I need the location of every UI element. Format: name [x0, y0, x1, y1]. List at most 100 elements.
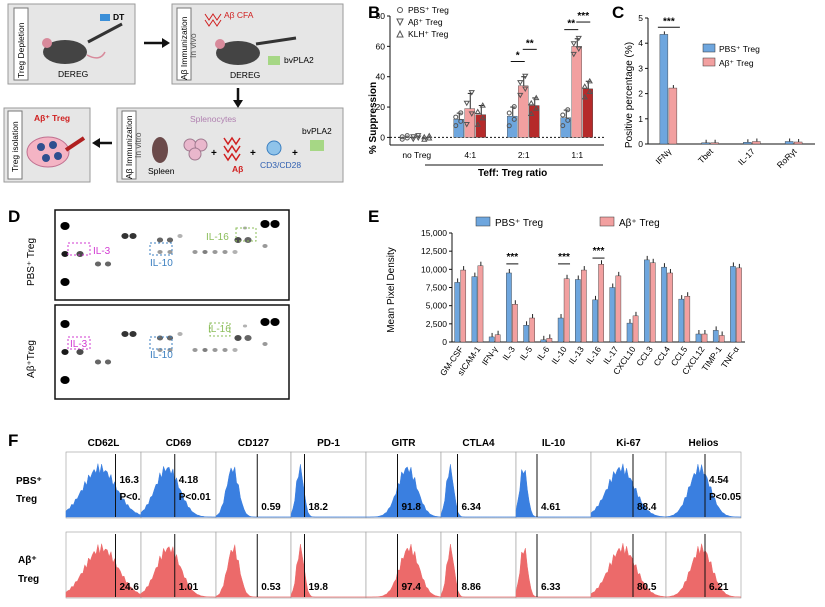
panel-b-point [533, 94, 540, 101]
flow-histogram-pbs [515, 468, 591, 518]
panel-e-bar [488, 336, 495, 343]
blot-spot [129, 233, 137, 239]
box2-bvpla2: bvPLA2 [284, 55, 314, 65]
flow-row1-label-a: PBS⁺ [16, 476, 42, 487]
flow-value-ab: 97.4 [402, 582, 422, 593]
blot-spot [177, 332, 183, 336]
box3-cd3: CD3/CD28 [260, 160, 301, 170]
panel-e-category-label: CCL3 [634, 344, 655, 368]
panel-c-bar [701, 142, 710, 145]
mouse-icon-2 [216, 41, 260, 65]
bvpla2-square-icon [268, 56, 280, 65]
cell-nucleus-icon [42, 154, 50, 162]
il3-label-pbs: IL-3 [93, 246, 111, 257]
flow-histogram-ab [215, 544, 291, 598]
cell-cluster-icon [26, 136, 70, 168]
panel-b-point [511, 116, 517, 122]
panel-b-bar [571, 46, 582, 138]
blot-spot [104, 359, 112, 365]
blot-spot [270, 220, 280, 228]
panel-e-bar [626, 322, 633, 343]
panel-e-category-label: IL-3 [500, 344, 517, 362]
blot-spot [260, 318, 270, 326]
blot-spot [192, 250, 198, 254]
spleen-icon [152, 137, 168, 163]
cell-nucleus-icon [54, 152, 62, 160]
panel-b-point [586, 88, 593, 95]
panel-c-ytick-label: 4 [638, 38, 643, 48]
panel-b-significance: ** [526, 38, 534, 49]
blot-spot [202, 348, 208, 352]
flow-marker-title: PD-1 [317, 438, 340, 449]
panel-e-ytick-label: 5,000 [426, 301, 448, 311]
flow-value-ab: 8.86 [462, 582, 482, 593]
panel-b: B % Suppression Teff: Treg ratio PBS⁺ Tr… [368, 3, 604, 179]
blot-spot [222, 250, 228, 254]
blot-spot [76, 349, 84, 355]
arrow-down-head-icon [233, 100, 243, 108]
flow-marker-title: CD69 [166, 438, 192, 449]
panel-c-ytick-label: 3 [638, 63, 643, 73]
box4-title: Aβ⁺ Treg [34, 113, 70, 123]
flow-histogram-pbs [366, 466, 442, 518]
panel-c-bar [710, 142, 719, 145]
panel-b-point [528, 110, 535, 117]
panel-f-letter: F [8, 431, 18, 450]
panel-e-category-label: IL-5 [518, 344, 535, 362]
panel-e-bar [736, 267, 742, 343]
panel-e-bar [460, 269, 467, 343]
panel-e-category-label: TNF-α [719, 344, 741, 370]
flow-histogram-pbs [590, 463, 667, 518]
panel-b-point [517, 80, 524, 86]
blot-spot [262, 342, 268, 346]
panel-e-bar [471, 276, 478, 343]
panel-e-bar [477, 265, 484, 343]
flow-marker-title: CTLA4 [462, 438, 495, 449]
panel-e-bar [575, 279, 581, 343]
blot-spot [244, 335, 252, 341]
panel-b-point [421, 133, 428, 140]
blot-spot [167, 250, 173, 254]
panel-b-legend-label: Aβ⁺ Treg [408, 17, 443, 27]
panel-e-legend-swatch [475, 216, 491, 227]
panel-e-bar [644, 259, 650, 343]
abeta-fibril-icon-2 [223, 136, 241, 162]
panel-b-point [522, 73, 529, 80]
panel-b-point [415, 135, 422, 142]
flow-histogram-pbs [140, 466, 216, 518]
blot-spot [177, 234, 183, 238]
flow-pvalue-pbs: P<0.05 [709, 492, 741, 503]
panel-e-bar [506, 272, 512, 343]
blot-spot [156, 237, 164, 243]
blot-spot [242, 324, 248, 328]
flow-row2-label-b: Treg [18, 574, 39, 585]
blot-spot [212, 348, 218, 352]
panel-b-point [565, 107, 571, 113]
flow-value-ab: 24.6 [120, 582, 140, 593]
panel-d: D PBS⁺ Treg Aβ⁺Treg IL-3 IL-10 IL-16 IL-… [8, 207, 290, 400]
pipette-icon [64, 136, 86, 152]
blot-spot [157, 250, 163, 254]
blot-spot [61, 349, 69, 355]
flow-value-ab: 0.53 [261, 582, 281, 593]
panel-c-significance: *** [663, 16, 675, 27]
blot-spot [262, 244, 268, 248]
panel-b-ylabel: % Suppression [368, 82, 379, 154]
panel-e-bar [557, 317, 564, 343]
panel-e-significance: *** [506, 252, 518, 263]
panel-b-point [453, 114, 459, 120]
panel-e-bar [678, 298, 685, 343]
panel-b-point [575, 46, 582, 53]
blot-dots-pbs [60, 220, 280, 286]
flow-value-ab: 1.01 [179, 582, 199, 593]
plus-icon: + [211, 148, 217, 159]
flow-histogram-ab [440, 544, 516, 598]
panel-c-legend-label: PBS⁺ Treg [719, 44, 760, 54]
panel-b-point [522, 86, 529, 93]
panel-e-legend-swatch [599, 216, 615, 227]
panel-b-point [426, 132, 433, 139]
panel-c-category-label: IFNγ [654, 146, 674, 166]
panel-e-bar [512, 304, 518, 343]
panel-b-point [404, 133, 410, 139]
